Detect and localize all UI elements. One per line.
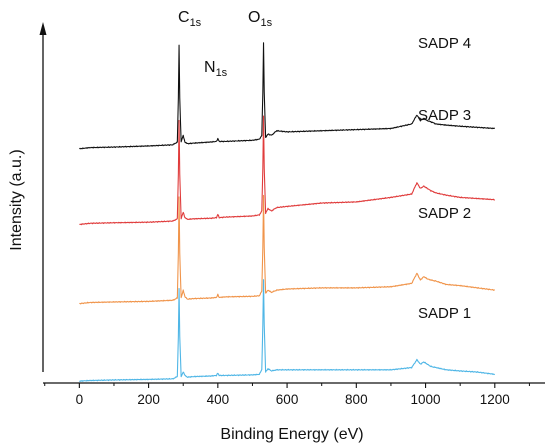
y-axis-title: Intensity (a.u.) [8, 149, 25, 250]
x-tick-label: 200 [137, 392, 160, 407]
x-tick-label: 1200 [480, 392, 510, 407]
y-axis-arrow-icon [39, 22, 47, 35]
x-tick-label: 800 [345, 392, 368, 407]
y-axis [39, 22, 47, 372]
series-label: SADP 3 [418, 107, 471, 124]
series-line-sadp-3 [79, 115, 496, 226]
series-label: SADP 4 [418, 35, 471, 52]
annotations: SADP 4 SADP 3 SADP 2 SADP 1 C1s N1s O1s [178, 9, 471, 322]
x-tick-label: 1000 [411, 392, 441, 407]
peak-label-c1s: C1s [178, 9, 202, 29]
x-tick-label: 0 [76, 392, 84, 407]
series-line-sadp-2 [79, 194, 495, 305]
x-tick-label: 600 [276, 392, 299, 407]
series-line-sadp-4 [79, 42, 496, 150]
peak-label-o1s: O1s [248, 9, 273, 29]
x-axis: 0 200 400 600 800 1000 1200 [43, 382, 545, 407]
plot-area [79, 42, 496, 382]
x-axis-title: Binding Energy (eV) [220, 426, 363, 443]
series-line-sadp-1 [79, 279, 495, 382]
x-tick-label: 400 [207, 392, 230, 407]
series-label: SADP 1 [418, 305, 471, 322]
peak-label-n1s: N1s [204, 59, 228, 79]
series-label: SADP 2 [418, 205, 471, 222]
